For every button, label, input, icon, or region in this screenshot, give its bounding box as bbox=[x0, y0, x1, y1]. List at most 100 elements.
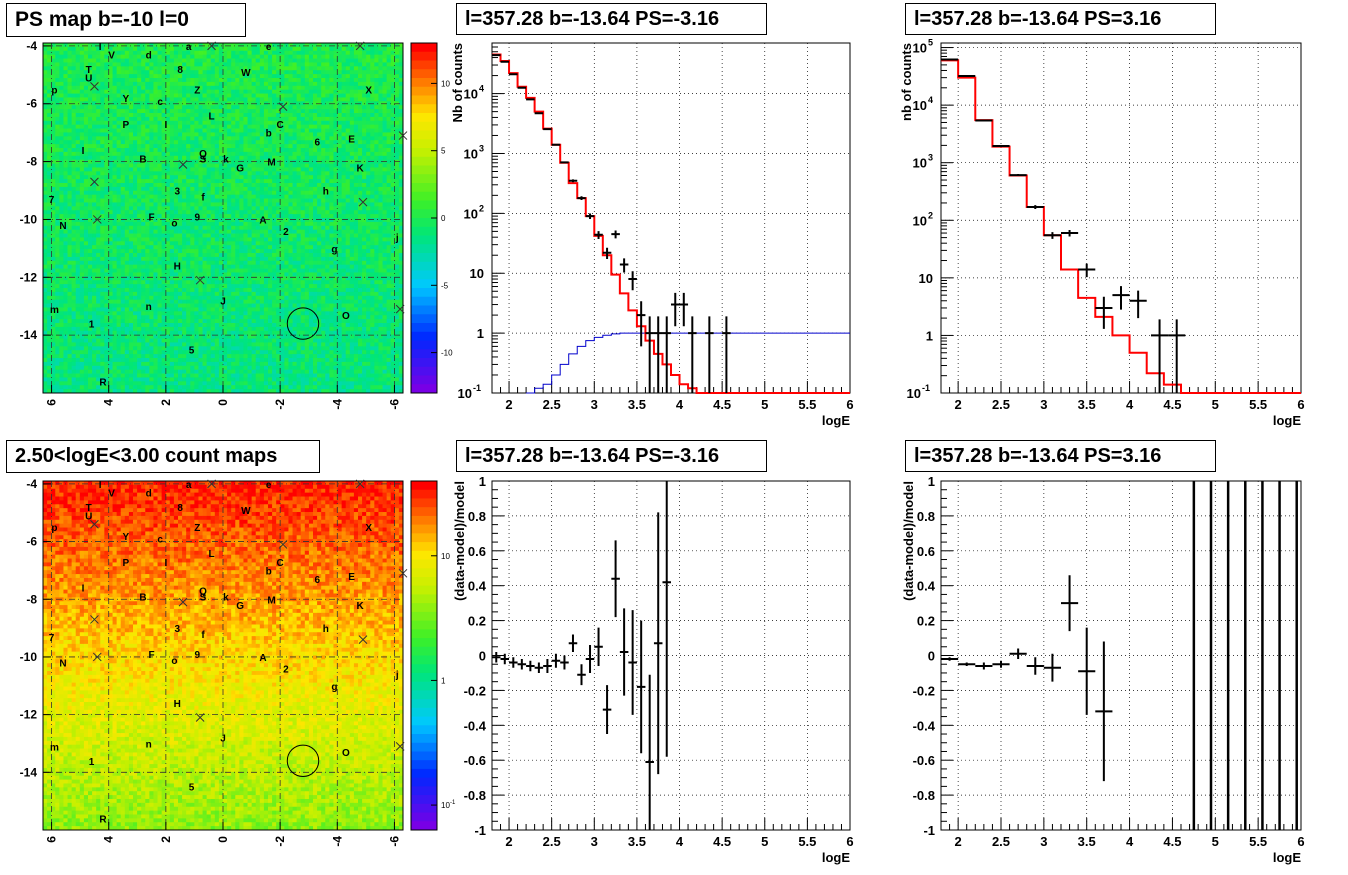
heat-cell bbox=[67, 175, 73, 180]
heat-cell bbox=[206, 210, 212, 215]
heat-cell bbox=[157, 132, 163, 137]
heat-cell bbox=[214, 136, 220, 141]
heat-cell bbox=[231, 183, 236, 188]
heat-cell bbox=[92, 272, 97, 277]
heat-cell bbox=[100, 288, 105, 293]
heat-cell bbox=[259, 89, 265, 94]
heat-cell bbox=[149, 105, 154, 110]
heat-cell bbox=[210, 303, 216, 308]
heat-cell bbox=[178, 268, 183, 273]
heat-cell bbox=[263, 155, 269, 161]
heat-cell bbox=[206, 253, 212, 258]
heat-cell bbox=[137, 245, 142, 250]
heat-cell bbox=[214, 105, 220, 110]
heat-cell bbox=[165, 373, 171, 378]
heat-cell bbox=[268, 202, 273, 207]
heat-cell bbox=[67, 124, 73, 129]
heat-cell bbox=[116, 214, 122, 219]
heat-cell bbox=[128, 369, 134, 374]
heat-cell bbox=[173, 241, 179, 246]
heat-cell bbox=[133, 214, 138, 219]
heat-cell bbox=[210, 120, 216, 126]
heat-cell bbox=[243, 113, 248, 118]
heat-cell bbox=[161, 167, 167, 172]
heat-cell bbox=[108, 136, 113, 141]
heat-cell bbox=[153, 81, 158, 87]
heat-cell bbox=[141, 78, 146, 83]
heat-cell bbox=[124, 116, 130, 122]
heat-cell bbox=[116, 113, 122, 118]
heat-cell bbox=[247, 323, 253, 328]
heat-cell bbox=[92, 101, 97, 106]
heat-cell bbox=[96, 120, 101, 126]
heat-cell bbox=[182, 140, 187, 145]
heat-cell bbox=[243, 307, 248, 312]
heat-cell bbox=[63, 214, 68, 219]
heat-cell bbox=[149, 245, 154, 250]
heat-cell bbox=[112, 241, 118, 246]
heat-cell bbox=[108, 260, 113, 266]
heat-cell bbox=[227, 97, 232, 102]
heat-cell bbox=[263, 116, 269, 122]
heat-cell bbox=[231, 377, 236, 382]
heat-cell bbox=[223, 350, 228, 355]
heat-cell bbox=[202, 97, 208, 102]
heat-cell bbox=[88, 241, 93, 246]
heat-cell bbox=[243, 381, 248, 386]
heat-cell bbox=[169, 202, 175, 207]
heat-cell bbox=[55, 105, 60, 110]
heat-cell bbox=[263, 124, 269, 129]
heat-cell bbox=[173, 214, 179, 219]
heat-cell bbox=[120, 295, 126, 301]
heat-cell bbox=[259, 148, 265, 153]
heat-cell bbox=[47, 151, 52, 157]
heat-cell bbox=[141, 190, 146, 196]
heat-cell bbox=[128, 295, 134, 301]
heat-cell bbox=[157, 342, 163, 347]
heat-cell bbox=[120, 326, 126, 332]
heat-cell bbox=[198, 295, 203, 301]
heat-cell bbox=[243, 303, 248, 308]
heat-cell bbox=[214, 113, 220, 118]
heat-cell bbox=[141, 140, 146, 145]
heat-cell bbox=[71, 148, 77, 153]
heat-cell bbox=[206, 109, 212, 114]
heat-cell bbox=[83, 85, 89, 91]
heat-cell bbox=[165, 330, 171, 336]
heat-cell bbox=[169, 338, 175, 343]
heat-cell bbox=[83, 163, 89, 168]
heat-cell bbox=[223, 113, 228, 118]
heat-cell bbox=[259, 206, 265, 211]
heat-cell bbox=[75, 70, 81, 75]
heat-cell bbox=[124, 179, 130, 184]
heat-cell bbox=[124, 144, 130, 149]
heat-cell bbox=[137, 350, 142, 355]
heat-cell bbox=[112, 229, 118, 234]
heat-cell bbox=[161, 389, 167, 394]
heat-cell bbox=[153, 299, 158, 304]
heat-cell bbox=[47, 198, 52, 203]
heat-cell bbox=[263, 218, 269, 223]
heat-cell bbox=[198, 144, 203, 149]
heat-cell bbox=[186, 70, 191, 75]
heat-cell bbox=[96, 280, 101, 285]
heat-cell bbox=[100, 241, 105, 246]
heat-cell bbox=[182, 132, 187, 137]
heat-cell bbox=[255, 210, 261, 215]
heat-cell bbox=[157, 264, 163, 269]
heat-cell bbox=[88, 54, 93, 59]
heat-cell bbox=[137, 342, 142, 347]
heat-cell bbox=[161, 93, 167, 98]
heat-cell bbox=[59, 323, 64, 328]
heat-cell bbox=[63, 190, 68, 196]
heat-cell bbox=[202, 373, 208, 378]
heat-cell bbox=[92, 140, 97, 145]
heat-cell bbox=[71, 373, 77, 378]
heat-cell bbox=[67, 249, 73, 254]
heat-cell bbox=[251, 97, 257, 102]
heat-cell bbox=[149, 354, 154, 359]
heat-cell bbox=[243, 221, 248, 227]
heat-cell bbox=[173, 124, 179, 129]
heat-cell bbox=[198, 288, 203, 293]
heat-cell bbox=[128, 272, 134, 277]
